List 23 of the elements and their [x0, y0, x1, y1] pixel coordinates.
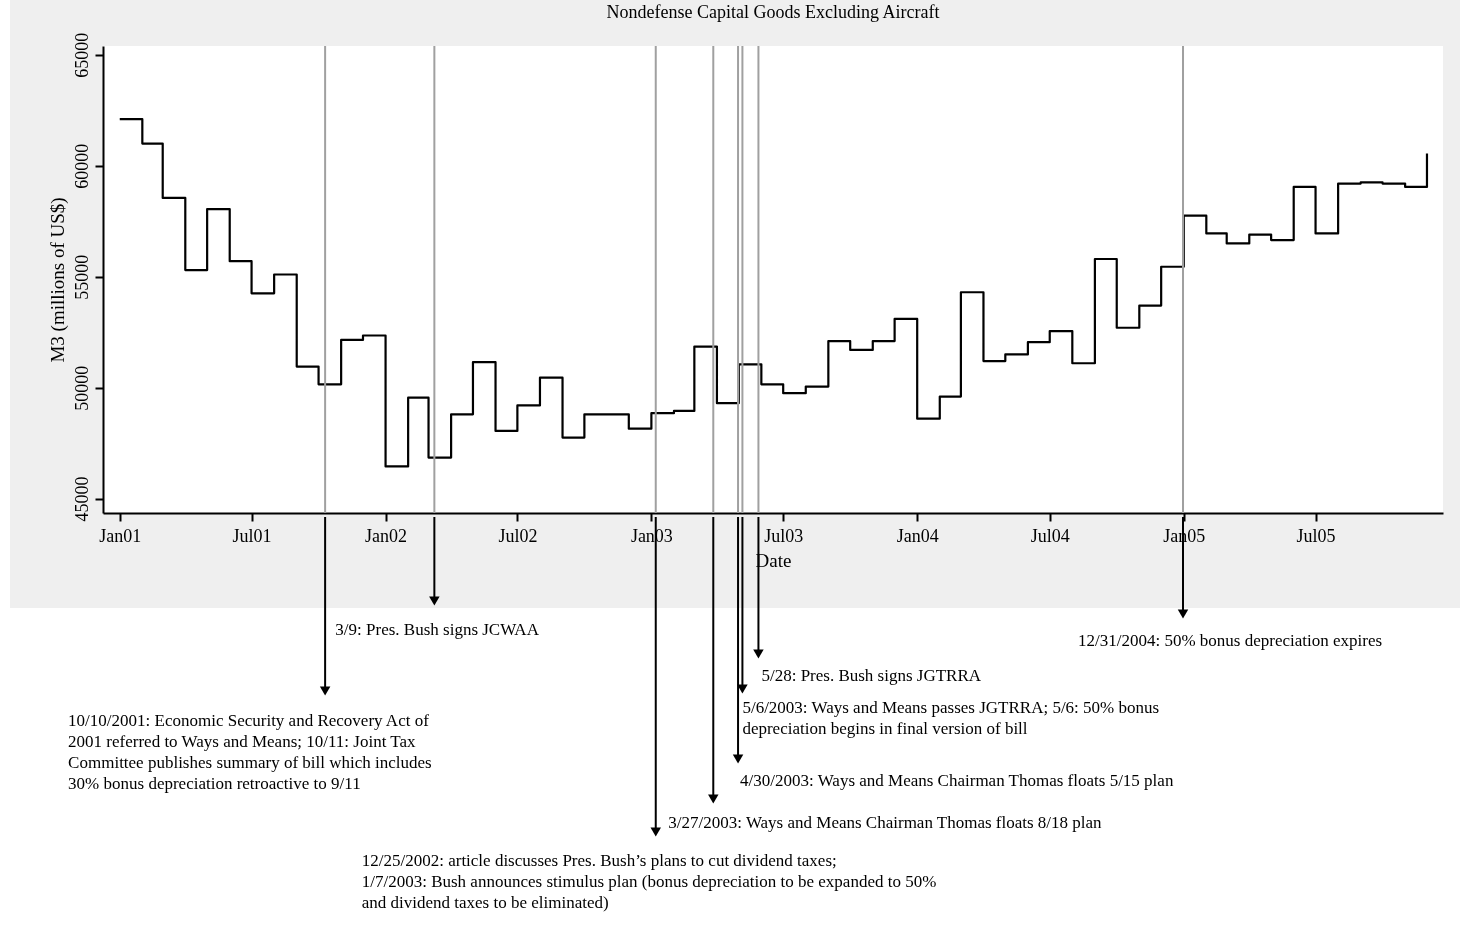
y-tick-label: 60000: [71, 143, 92, 189]
x-tick-label: Jan04: [896, 525, 939, 546]
x-tick-label: Jul04: [1030, 525, 1070, 546]
ref-line-label: 4/30/2003: Ways and Means Chairman Thomas floats 5/15 plan: [740, 771, 1174, 790]
ref-line-label: 12/25/2002: article discusses Pres. Bush’s plans to cut dividend taxes; 1/7/2003: Bush announces stimulus plan (bonus depreciation to be expanded to 50% and dividend taxes to be eliminated): [361, 851, 937, 912]
ref-line-label: 3/27/2003: Ways and Means Chairman Thomas floats 8/18 plan: [668, 813, 1103, 832]
y-tick-label: 45000: [71, 476, 92, 522]
x-tick-label: Jul05: [1296, 525, 1336, 546]
ref-line-label: 12/31/2004: 50% bonus depreciation expires: [1078, 631, 1383, 650]
x-tick-label: Jul03: [764, 525, 804, 546]
y-tick-label: 50000: [71, 365, 92, 411]
ref-line-label: 3/9: Pres. Bush signs JCWAA: [335, 620, 540, 639]
x-tick-label: Jan02: [365, 525, 408, 546]
ref-line-label: 5/28: Pres. Bush signs JGTRRA: [761, 666, 982, 685]
ref-line-label: 10/10/2001: Economic Security and Recovery Act of 2001 referred to Ways and Means; 10/11: Joint Tax Committee publishes summary of bill which includes 30% bonus depreciation retroactive to 9/11: [68, 711, 432, 793]
x-tick-label: Jul02: [498, 525, 538, 546]
x-tick-label: Jan01: [99, 525, 142, 546]
y-tick-label: 55000: [71, 254, 92, 300]
y-axis-title: M3 (millions of US$): [46, 197, 69, 363]
x-tick-label: Jul01: [232, 525, 272, 546]
y-tick-label: 65000: [71, 32, 92, 78]
chart-title: Nondefense Capital Goods Excluding Aircraft: [606, 2, 940, 23]
ref-line-label: 5/6/2003: Ways and Means passes JGTRRA; 5/6: 50% bonus depreciation begins in final version of bill: [742, 698, 1160, 738]
